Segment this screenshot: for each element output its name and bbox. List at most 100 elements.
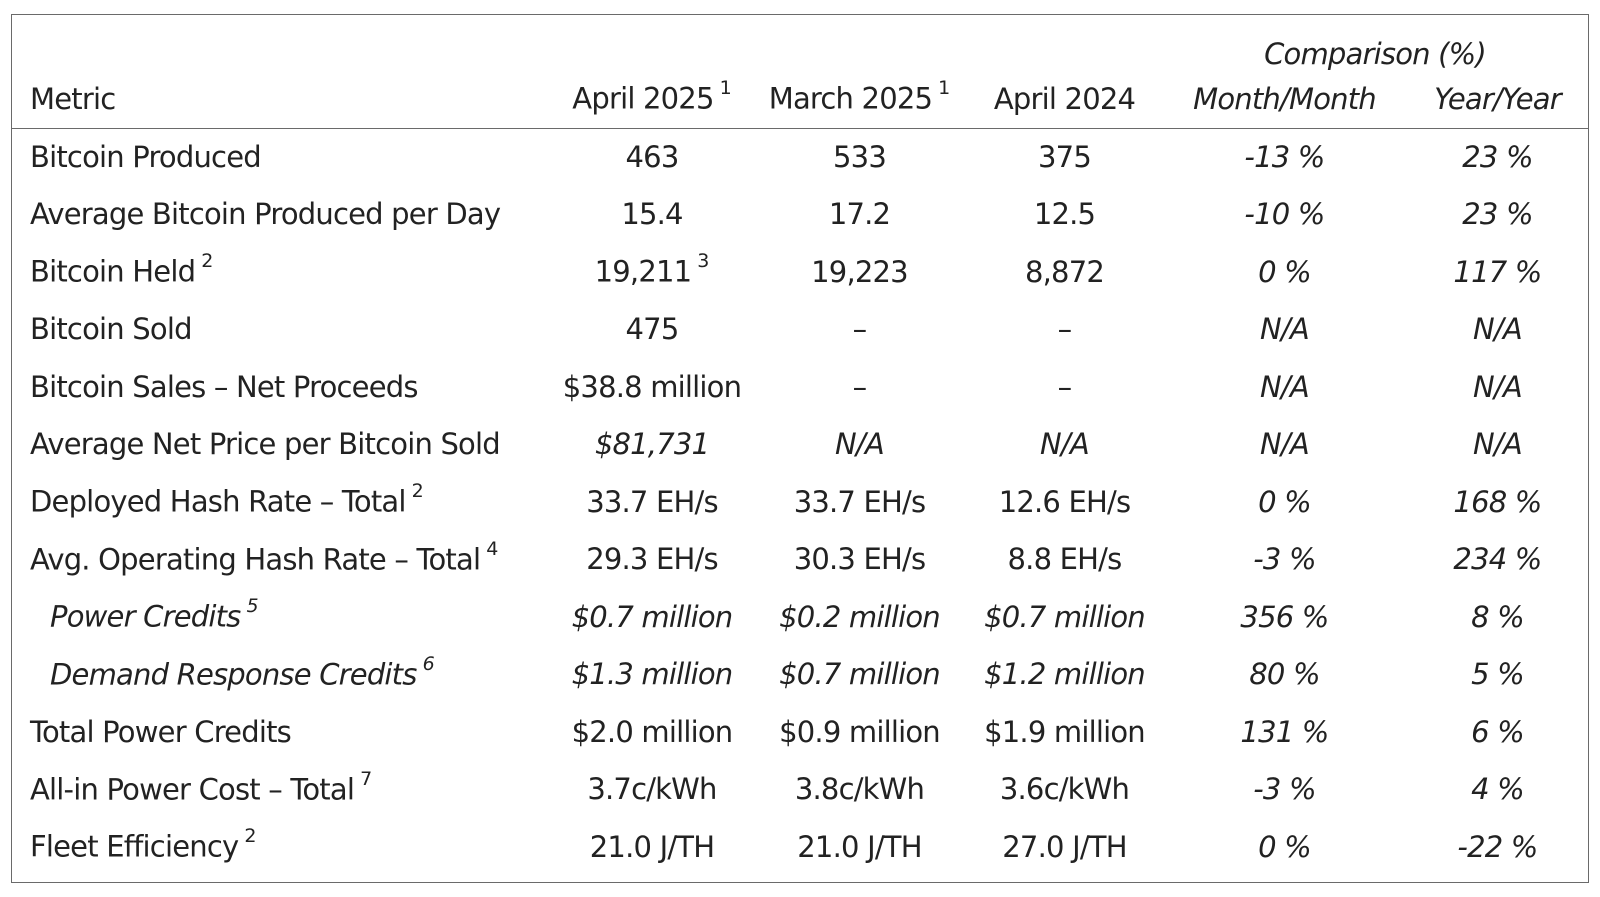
footnote-marker: 5 (246, 595, 259, 618)
april-2025-column-header: April 2025 1 (552, 71, 752, 129)
march-2025-column-header: March 2025 1 (752, 71, 967, 129)
year-year-cell: -22 % (1457, 829, 1538, 864)
year-year-cell: 234 % (1453, 542, 1542, 577)
metric-cell: Total Power Credits (30, 714, 292, 749)
march-2025-cell: 33.7 EH/s (793, 484, 926, 519)
march-2025-cell: – (852, 369, 867, 404)
april-2025-cell: $1.3 million (571, 657, 734, 692)
month-month-cell: N/A (1260, 312, 1310, 347)
month-month-cell: 356 % (1240, 599, 1329, 634)
footnote-marker: 3 (697, 250, 710, 273)
column-header-row: Metric April 2025 1 March 2025 1 April 202… (12, 71, 1588, 129)
month-month-cell: N/A (1260, 427, 1310, 462)
year-year-cell: 23 % (1462, 140, 1533, 174)
april-2024-cell: $1.9 million (984, 714, 1146, 749)
metric-cell: All-in Power Cost – Total 7 (30, 767, 373, 807)
april-2024-column-header: April 2024 (967, 71, 1162, 129)
table-body: Bitcoin Produced 463 533 375 -13 % 23 % Averag… (12, 128, 1588, 876)
footnote-marker: 2 (411, 480, 424, 503)
april-2025-cell: 3.7c/kWh (587, 772, 717, 807)
april-2024-cell: $1.2 million (984, 657, 1146, 692)
month-month-cell: -3 % (1253, 772, 1316, 807)
table-row: Bitcoin Held 2 19,211 3 19,223 8,872 0 % 117 % (12, 243, 1588, 301)
column-group-row: Comparison (%) (12, 15, 1588, 71)
year-year-cell: 117 % (1453, 254, 1542, 289)
metric-cell: Bitcoin Sales – Net Proceeds (30, 369, 418, 404)
metric-cell: Power Credits 5 (50, 595, 259, 635)
march-2025-cell: 17.2 (828, 197, 891, 232)
year-year-cell: 23 % (1462, 197, 1533, 232)
table-row: Demand Response Credits 6 $1.3 million $0.7… (12, 646, 1588, 704)
month-month-cell: 80 % (1249, 657, 1320, 692)
table-row: Fleet Efficiency 2 21.0 J/TH 21.0 J/TH 27.0 … (12, 818, 1588, 876)
month-month-column-header: Month/Month (1162, 71, 1407, 129)
year-year-cell: 168 % (1453, 484, 1542, 519)
april-2024-cell: – (1057, 312, 1072, 347)
april-2025-cell: 29.3 EH/s (586, 542, 718, 577)
year-year-cell: 5 % (1471, 657, 1525, 692)
month-month-cell: 0 % (1258, 829, 1312, 864)
month-month-cell: N/A (1260, 369, 1310, 404)
table-row: All-in Power Cost – Total 7 3.7c/kWh 3.8c/k… (12, 761, 1588, 819)
year-year-cell: N/A (1473, 369, 1523, 404)
march-2025-cell: 30.3 EH/s (793, 542, 926, 577)
march-2025-cell: $0.7 million (779, 657, 941, 692)
april-2025-cell: 21.0 J/TH (589, 829, 715, 864)
april-2025-cell: $81,731 (594, 427, 710, 462)
april-2025-cell: $2.0 million (571, 714, 734, 749)
footnote-marker: 1 (938, 76, 951, 99)
march-2025-cell: 3.8c/kWh (794, 772, 925, 807)
metric-cell: Demand Response Credits 6 (50, 652, 435, 692)
table-frame (11, 14, 1589, 883)
april-2024-cell: – (1057, 369, 1072, 404)
month-month-cell: 131 % (1240, 714, 1329, 749)
april-2024-cell: 12.6 EH/s (998, 484, 1131, 519)
table-row: Bitcoin Sales – Net Proceeds $38.8 millio… (12, 358, 1588, 416)
footnote-marker: 7 (360, 767, 373, 790)
metric-cell: Avg. Operating Hash Rate – Total 4 (30, 537, 499, 577)
metric-column-header: Metric (12, 71, 552, 129)
table-row: Power Credits 5 $0.7 million $0.2 million $0… (12, 588, 1588, 646)
footnote-marker: 2 (244, 825, 257, 848)
metric-cell: Bitcoin Sold (30, 312, 192, 347)
month-month-cell: -3 % (1253, 542, 1316, 577)
year-year-cell: 4 % (1471, 772, 1525, 807)
month-month-cell: 0 % (1258, 484, 1312, 519)
march-2025-cell: 533 (833, 140, 887, 174)
april-2024-cell: 8.8 EH/s (1007, 542, 1123, 577)
april-2025-cell: 463 (625, 140, 680, 174)
table-row: Deployed Hash Rate – Total 2 33.7 EH/s 33.7… (12, 473, 1588, 531)
april-2025-cell: 19,211 3 (594, 250, 710, 290)
april-2024-cell: 12.5 (1033, 197, 1096, 232)
year-year-cell: N/A (1473, 427, 1523, 462)
footnote-marker: 6 (422, 652, 435, 675)
april-2024-cell: 375 (1038, 140, 1092, 174)
month-month-cell: -10 % (1244, 197, 1325, 232)
table-row: Average Net Price per Bitcoin Sold $81,73… (12, 416, 1588, 474)
metrics-table: Comparison (%) Metric April 2025 1 March … (12, 15, 1588, 876)
metric-cell: Deployed Hash Rate – Total 2 (30, 480, 424, 520)
april-2024-cell: N/A (1040, 427, 1090, 462)
month-month-cell: 0 % (1258, 254, 1312, 289)
march-2025-cell: N/A (835, 427, 885, 462)
april-2025-cell: 33.7 EH/s (586, 484, 718, 519)
year-year-cell: 8 % (1471, 599, 1525, 634)
table-row: Avg. Operating Hash Rate – Total 4 29.3 EH… (12, 531, 1588, 589)
metric-cell: Fleet Efficiency 2 (30, 825, 257, 865)
april-2024-cell: 3.6c/kWh (999, 772, 1130, 807)
march-2025-cell: $0.9 million (779, 714, 941, 749)
footnote-marker: 2 (201, 250, 214, 273)
metric-cell: Average Bitcoin Produced per Day (30, 197, 501, 232)
april-2024-cell: $0.7 million (984, 599, 1146, 634)
table-row: Average Bitcoin Produced per Day 15.4 17.2… (12, 186, 1588, 244)
march-2025-cell: $0.2 million (779, 599, 941, 634)
footnote-marker: 4 (486, 537, 499, 560)
april-2024-cell: 27.0 J/TH (1002, 829, 1127, 864)
year-year-cell: N/A (1473, 312, 1523, 347)
table-row: Total Power Credits $2.0 million $0.9 mill… (12, 703, 1588, 761)
month-month-cell: -13 % (1244, 140, 1325, 174)
comparison-group-header: Comparison (%) (1264, 37, 1487, 71)
march-2025-cell: 19,223 (811, 254, 908, 289)
march-2025-cell: 21.0 J/TH (797, 829, 922, 864)
april-2025-cell: $0.7 million (571, 599, 734, 634)
